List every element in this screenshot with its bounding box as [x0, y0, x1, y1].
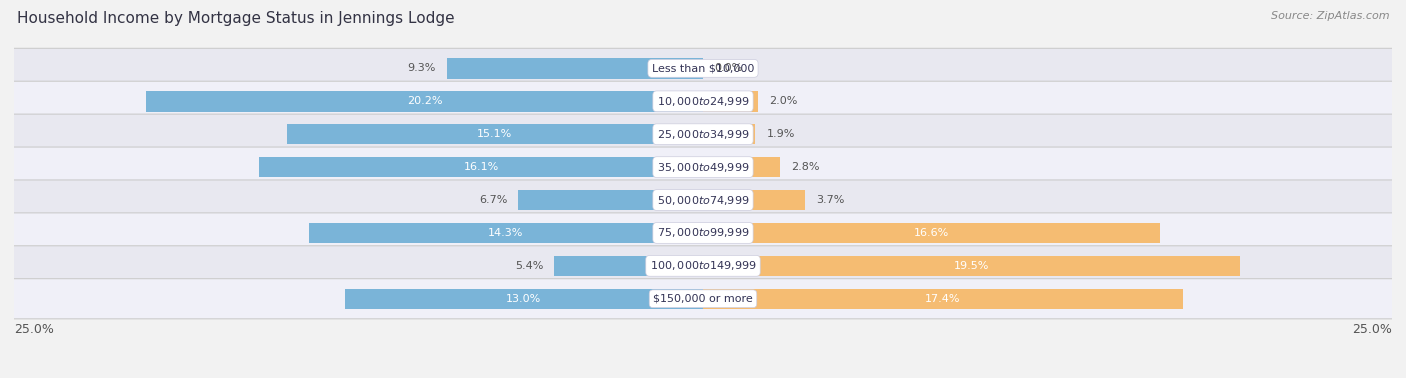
Text: Less than $10,000: Less than $10,000	[652, 64, 754, 73]
Text: 16.6%: 16.6%	[914, 228, 949, 238]
Bar	[519, 190, 703, 210]
Bar	[703, 190, 806, 210]
Bar	[309, 223, 703, 243]
Text: 2.0%: 2.0%	[769, 96, 797, 106]
Text: 6.7%: 6.7%	[479, 195, 508, 205]
FancyBboxPatch shape	[1, 147, 1405, 187]
Bar	[703, 288, 1182, 309]
Text: 0.0%: 0.0%	[714, 64, 742, 73]
Bar	[703, 124, 755, 144]
Bar	[703, 223, 1160, 243]
FancyBboxPatch shape	[1, 48, 1405, 88]
Bar	[703, 157, 780, 177]
Text: $25,000 to $34,999: $25,000 to $34,999	[657, 128, 749, 141]
Text: $150,000 or more: $150,000 or more	[654, 294, 752, 304]
Text: 2.8%: 2.8%	[792, 162, 820, 172]
Bar	[344, 288, 703, 309]
Text: 14.3%: 14.3%	[488, 228, 523, 238]
FancyBboxPatch shape	[1, 180, 1405, 220]
FancyBboxPatch shape	[1, 246, 1405, 286]
Bar	[447, 58, 703, 79]
Text: $75,000 to $99,999: $75,000 to $99,999	[657, 226, 749, 239]
Text: $100,000 to $149,999: $100,000 to $149,999	[650, 259, 756, 272]
Text: 13.0%: 13.0%	[506, 294, 541, 304]
FancyBboxPatch shape	[1, 213, 1405, 253]
Text: 17.4%: 17.4%	[925, 294, 960, 304]
Text: 1.9%: 1.9%	[766, 129, 794, 139]
Text: Household Income by Mortgage Status in Jennings Lodge: Household Income by Mortgage Status in J…	[17, 11, 454, 26]
Text: 15.1%: 15.1%	[477, 129, 513, 139]
Text: 16.1%: 16.1%	[464, 162, 499, 172]
Text: 25.0%: 25.0%	[1353, 324, 1392, 336]
Bar	[259, 157, 703, 177]
Text: $35,000 to $49,999: $35,000 to $49,999	[657, 161, 749, 174]
FancyBboxPatch shape	[1, 279, 1405, 319]
Bar	[287, 124, 703, 144]
FancyBboxPatch shape	[1, 114, 1405, 154]
Text: 20.2%: 20.2%	[406, 96, 443, 106]
Text: 5.4%: 5.4%	[515, 261, 543, 271]
Text: Source: ZipAtlas.com: Source: ZipAtlas.com	[1271, 11, 1389, 21]
FancyBboxPatch shape	[1, 81, 1405, 121]
Text: 25.0%: 25.0%	[14, 324, 53, 336]
Text: $50,000 to $74,999: $50,000 to $74,999	[657, 194, 749, 206]
Text: 19.5%: 19.5%	[955, 261, 990, 271]
Text: $10,000 to $24,999: $10,000 to $24,999	[657, 95, 749, 108]
Bar	[554, 256, 703, 276]
Text: 3.7%: 3.7%	[815, 195, 845, 205]
Text: 9.3%: 9.3%	[408, 64, 436, 73]
Bar	[703, 91, 758, 112]
Bar	[703, 256, 1240, 276]
Bar	[146, 91, 703, 112]
